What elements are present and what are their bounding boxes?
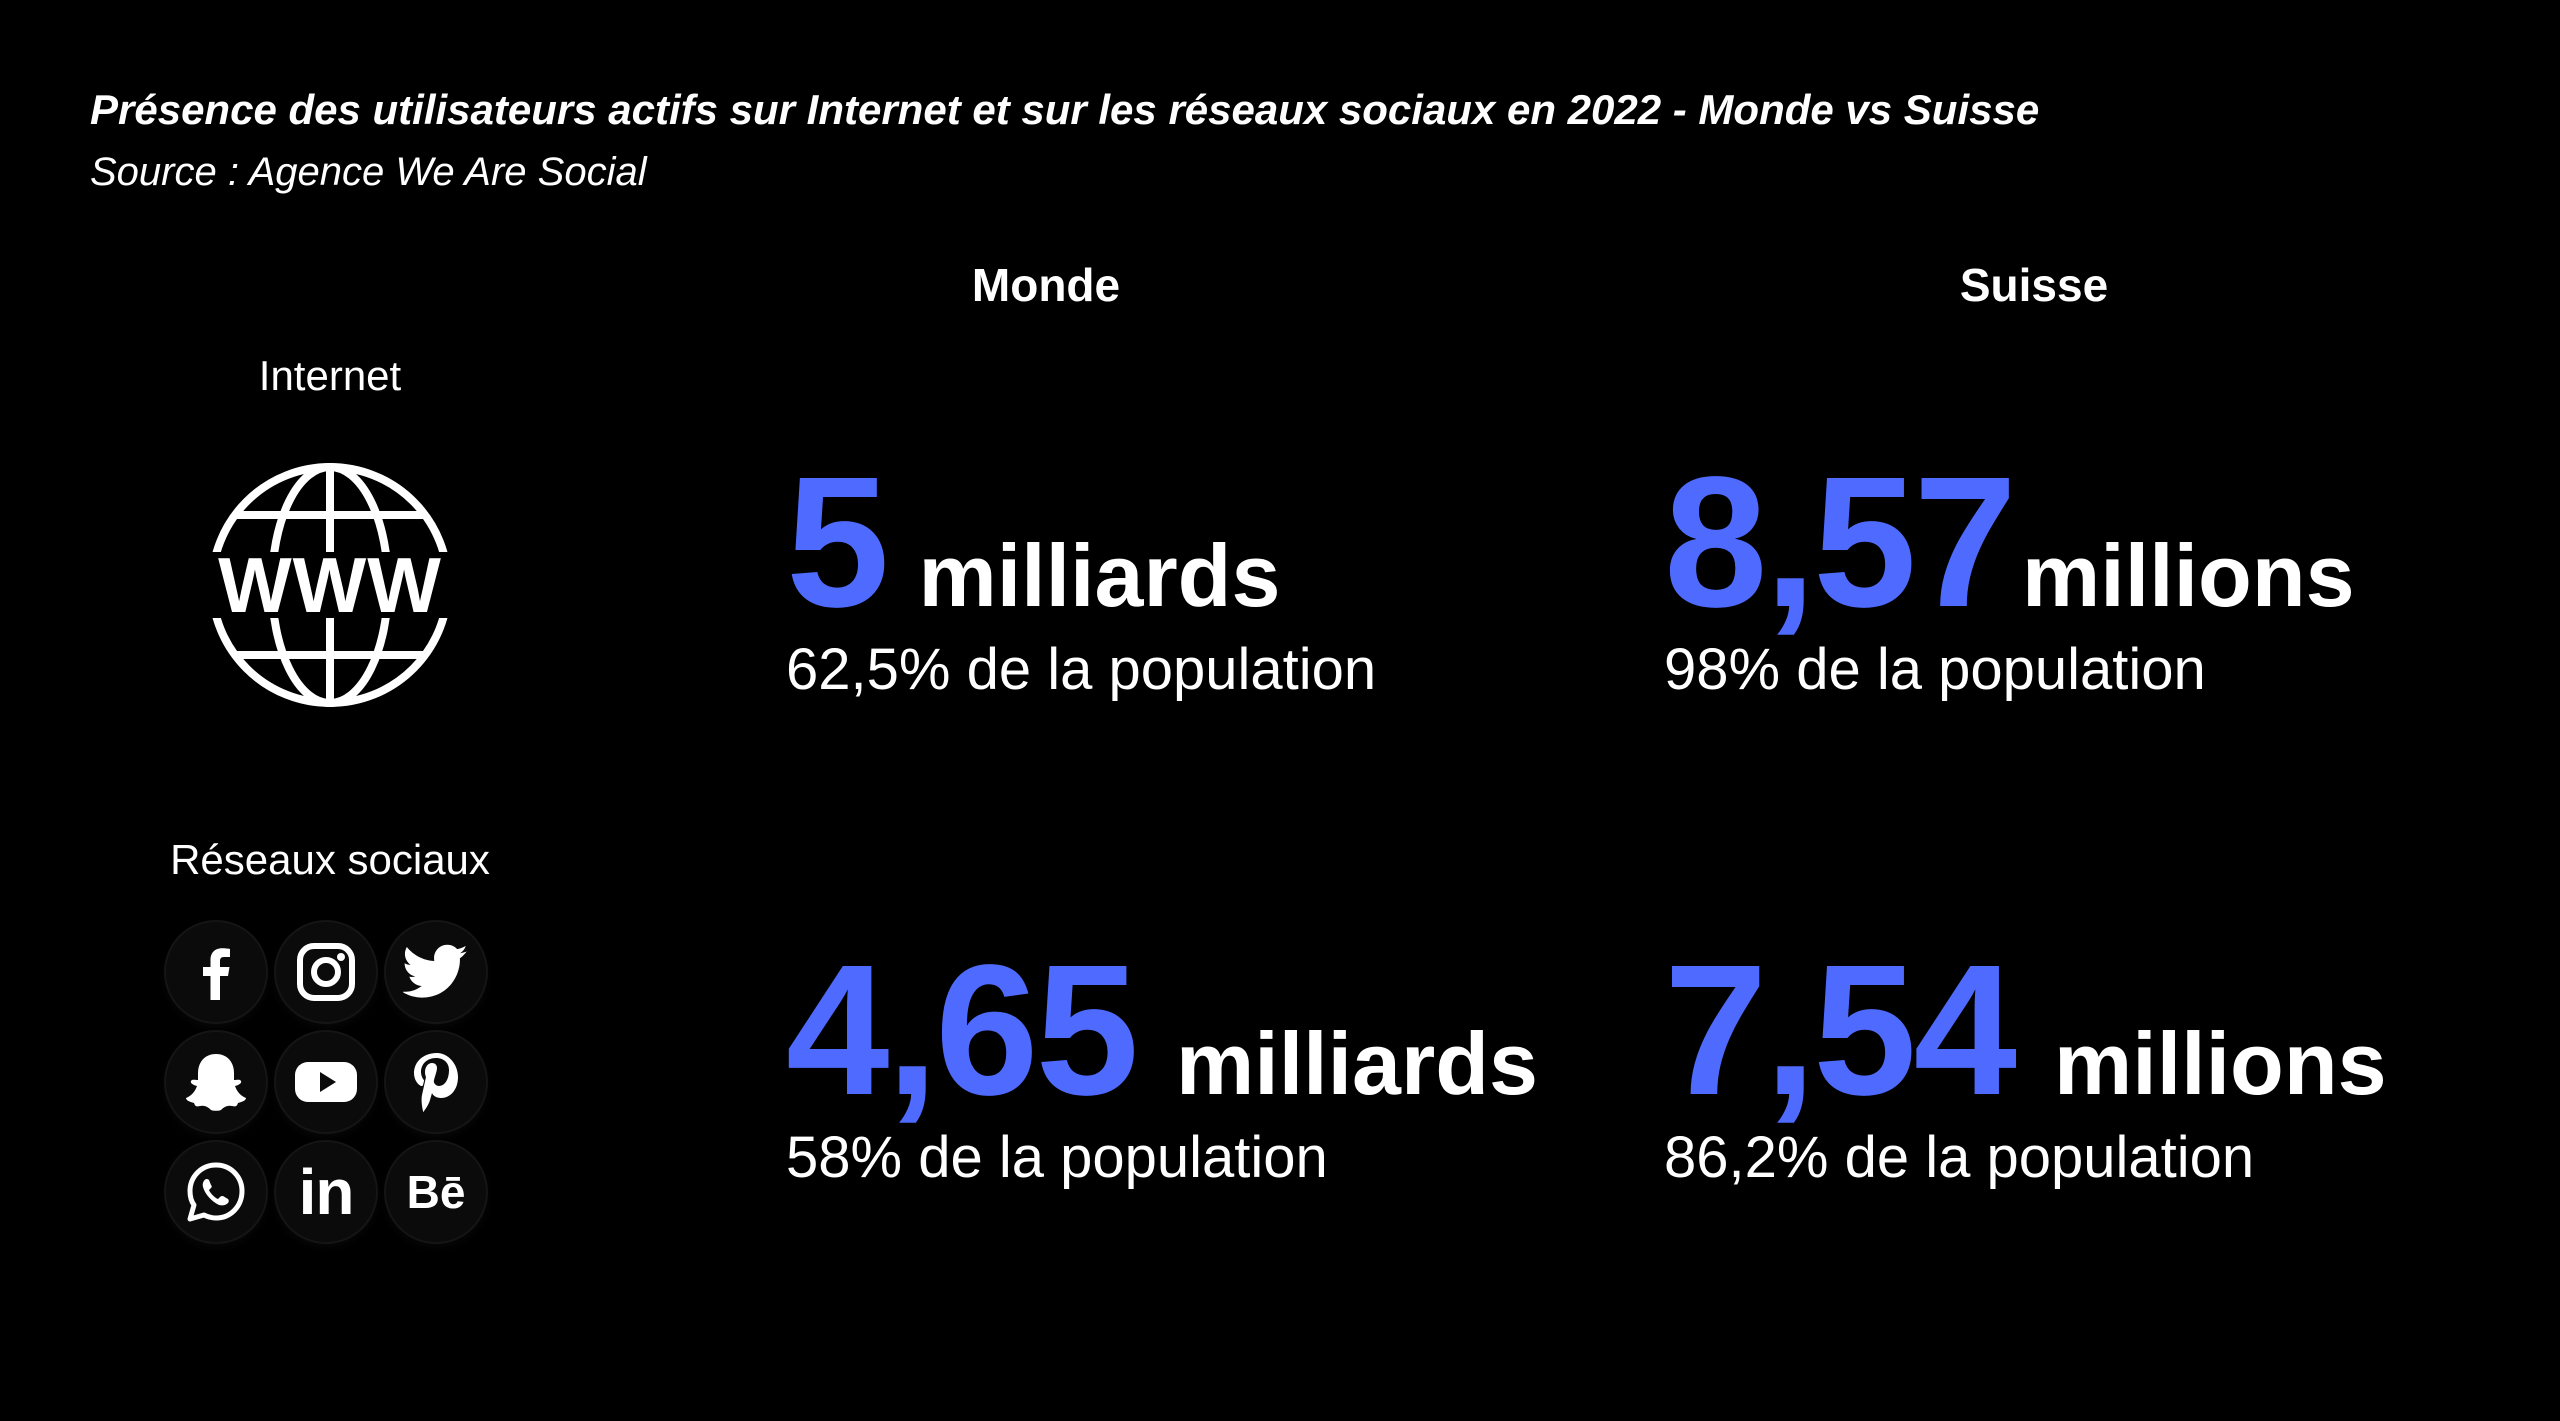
twitter-icon — [386, 922, 486, 1022]
column-header-switzerland: Suisse — [1959, 259, 2109, 311]
source-label: Source : Agence We Are Social — [90, 150, 647, 194]
www-globe-icon: WWW — [190, 460, 470, 710]
internet-world-percentage: 62,5% de la population — [786, 637, 1377, 702]
snapchat-icon — [166, 1032, 266, 1132]
row-header-internet: Internet — [258, 352, 402, 399]
whatsapp-icon — [166, 1142, 266, 1242]
social-switzerland-unit: millions — [2054, 1014, 2387, 1113]
behance-icon: Bē — [386, 1142, 486, 1242]
svg-text:WWW: WWW — [218, 541, 442, 629]
internet-switzerland-percentage: 98% de la population — [1664, 637, 2206, 702]
social-switzerland-percentage: 86,2% de la population — [1664, 1125, 2255, 1190]
internet-world-value: 5 — [786, 439, 889, 646]
instagram-icon — [276, 922, 376, 1022]
facebook-icon — [166, 922, 266, 1022]
social-world-value: 4,65 — [786, 927, 1139, 1134]
social-switzerland-value: 7,54 — [1664, 927, 2017, 1134]
internet-switzerland-unit: millions — [2022, 526, 2355, 625]
pinterest-icon — [386, 1032, 486, 1132]
column-header-world: Monde — [971, 259, 1121, 311]
social-world-unit: milliards — [1176, 1014, 1538, 1113]
row-header-social: Réseaux sociaux — [170, 836, 490, 883]
page-title: Présence des utilisateurs actifs sur Int… — [90, 86, 2040, 133]
internet-switzerland-value: 8,57 — [1664, 439, 2017, 646]
social-world-percentage: 58% de la population — [786, 1125, 1328, 1190]
youtube-icon — [276, 1032, 376, 1132]
linkedin-icon: in — [276, 1142, 376, 1242]
internet-world-unit: milliards — [918, 526, 1281, 625]
social-icon-grid: in Bē — [166, 922, 490, 1246]
